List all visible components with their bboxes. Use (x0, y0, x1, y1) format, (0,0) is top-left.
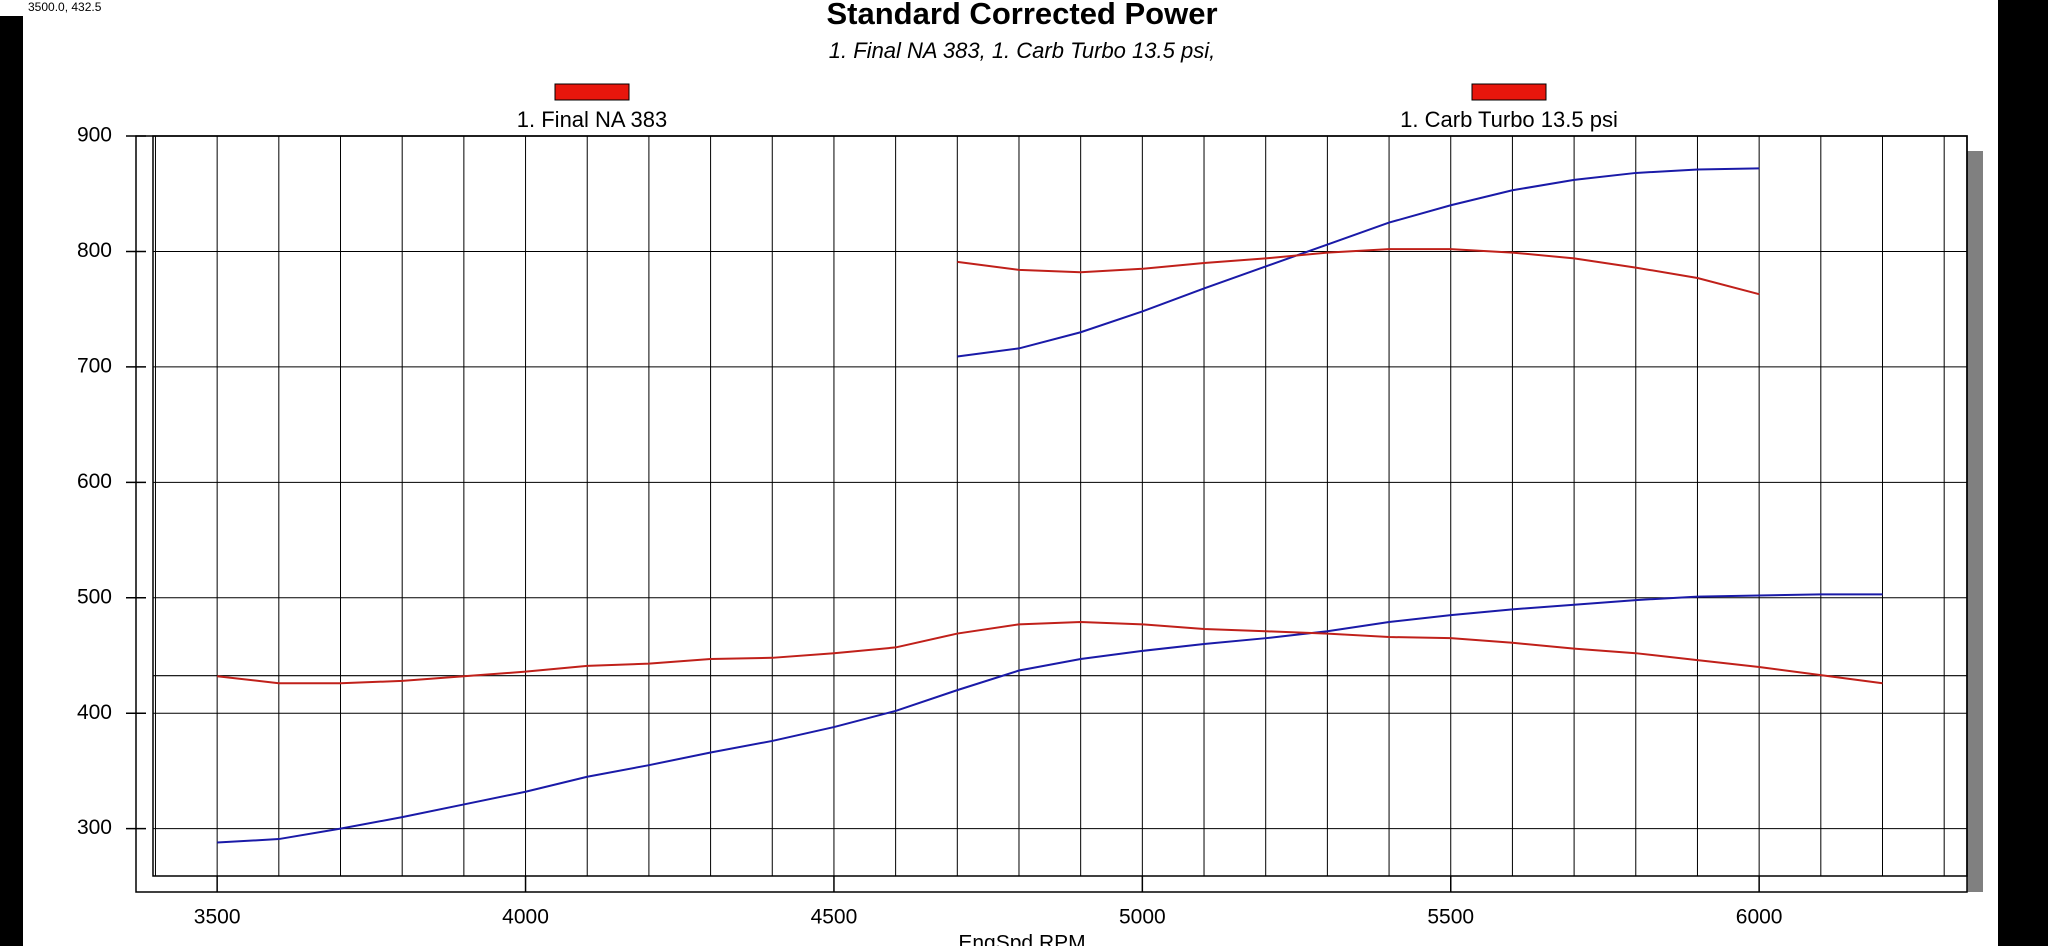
legend-swatch (1471, 83, 1547, 101)
x-axis-label: EngSpd RPM (958, 932, 1085, 946)
y-tick-label: 500 (77, 585, 112, 608)
x-tick-label: 5000 (1119, 906, 1166, 929)
legend-swatch (554, 83, 630, 101)
y-tick-label: 900 (77, 124, 112, 147)
y-tick-label: 600 (77, 470, 112, 493)
x-tick-label: 4000 (502, 906, 549, 929)
right-border (1998, 0, 2048, 946)
y-tick-label: 300 (77, 816, 112, 839)
plot-frame (135, 135, 1968, 893)
chart-subtitle: 1. Final NA 383, 1. Carb Turbo 13.5 psi, (829, 38, 1215, 63)
legend-label: 1. Final NA 383 (517, 107, 667, 132)
data-line (957, 167, 1760, 358)
chart-title: Standard Corrected Power (826, 0, 1217, 31)
x-tick-label: 6000 (1736, 906, 1783, 929)
data-line (957, 248, 1760, 296)
x-tick-label: 4500 (811, 906, 858, 929)
left-border (0, 16, 23, 946)
x-tick-label: 5500 (1427, 906, 1474, 929)
legend-label: 1. Carb Turbo 13.5 psi (1400, 107, 1618, 132)
data-line (217, 593, 1883, 844)
x-tick-label: 3500 (194, 906, 241, 929)
data-line (217, 621, 1883, 685)
y-tick-label: 700 (77, 354, 112, 377)
y-tick-label: 800 (77, 239, 112, 262)
y-tick-label: 400 (77, 701, 112, 724)
cursor-readout: 3500.0, 432.5 (28, 0, 102, 14)
